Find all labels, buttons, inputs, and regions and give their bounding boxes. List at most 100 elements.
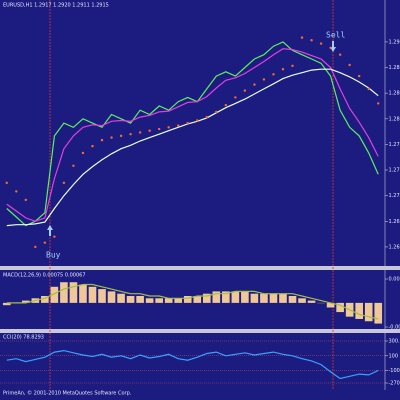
- y-tick-label: 1.2840: [389, 91, 400, 97]
- histogram-bar: [212, 291, 221, 303]
- histogram-bar: [60, 282, 68, 303]
- histogram-bar: [374, 302, 383, 324]
- histogram-bar: [174, 298, 183, 303]
- y-tick-label: 300.675: [389, 339, 400, 345]
- sar-dot: [291, 64, 294, 68]
- histogram-bar: [22, 300, 30, 303]
- sar-dot: [62, 181, 66, 185]
- histogram-bar: [50, 286, 59, 303]
- histogram-bar: [183, 295, 192, 303]
- histogram-bar: [155, 298, 163, 303]
- sar-dot: [329, 46, 332, 50]
- sar-dot: [281, 68, 285, 71]
- series-line: [6, 68, 379, 227]
- histogram-bar: [107, 291, 116, 303]
- y-tick-label: -100: [389, 368, 400, 374]
- series-line: [6, 41, 379, 227]
- histogram-bar: [250, 293, 259, 303]
- sar-dot: [43, 241, 47, 244]
- histogram-bar: [269, 293, 278, 303]
- sar-dot: [357, 74, 361, 78]
- histogram-bar: [2, 302, 11, 306]
- y-tick-label: 1.2720: [389, 193, 400, 199]
- histogram-bar: [69, 282, 78, 303]
- histogram-bar: [355, 302, 363, 319]
- histogram-bar: [164, 298, 173, 303]
- series-line: [6, 48, 379, 222]
- sar-dot: [167, 126, 170, 129]
- histogram-bar: [145, 298, 154, 303]
- sar-dot: [300, 36, 304, 39]
- y-tick-label: 1.2870: [389, 65, 400, 71]
- sar-dot: [177, 124, 180, 127]
- sar-dot: [119, 134, 123, 138]
- sar-dot: [338, 53, 342, 56]
- histogram-bar: [193, 295, 202, 303]
- y-tick-label: 1.2690: [389, 219, 400, 225]
- sar-dot: [129, 132, 132, 136]
- series-line: [6, 283, 379, 320]
- sar-dot: [205, 115, 208, 119]
- annotation: Sell: [326, 31, 345, 40]
- histogram-bar: [41, 295, 49, 303]
- sar-dot: [319, 42, 323, 45]
- sar-dot: [53, 235, 56, 238]
- y-tick-label: 1.2660: [389, 244, 400, 250]
- y-tick-label: 1.2810: [389, 116, 400, 122]
- histogram-bar: [307, 300, 316, 303]
- histogram-bar: [260, 293, 268, 303]
- panel-separator: [0, 266, 400, 270]
- sar-dot: [272, 73, 275, 76]
- sar-dot: [100, 138, 104, 142]
- histogram-bar: [364, 302, 373, 322]
- sar-dot: [215, 110, 218, 114]
- histogram-bar: [336, 302, 344, 313]
- sar-dot: [157, 127, 161, 131]
- sar-dot: [110, 136, 113, 139]
- histogram-bar: [136, 295, 144, 303]
- panel-separator: [0, 329, 400, 333]
- sar-dot: [81, 151, 85, 155]
- sar-dot: [24, 198, 28, 202]
- sar-dot: [15, 190, 18, 193]
- sar-dot: [72, 164, 75, 167]
- histogram-bar: [222, 291, 230, 303]
- sell-arrow: [330, 41, 336, 52]
- y-tick-label: 1.2900: [389, 39, 400, 45]
- y-tick-label: 1.2780: [389, 142, 400, 148]
- sar-dot: [234, 96, 237, 99]
- sar-dot: [348, 63, 351, 67]
- sar-dot: [138, 131, 142, 134]
- histogram-bar: [79, 284, 87, 303]
- sar-dot: [253, 83, 256, 86]
- histogram-bar: [279, 293, 287, 303]
- sar-dot: [196, 119, 199, 122]
- sar-dot: [377, 102, 380, 105]
- annotation: Buy: [46, 251, 61, 260]
- y-tick-label: 0.00104: [389, 277, 400, 283]
- sar-dot: [148, 129, 151, 132]
- histogram-bar: [202, 293, 211, 303]
- histogram-bar: [288, 295, 297, 303]
- histogram-bar: [88, 286, 97, 303]
- buy-arrow: [47, 225, 53, 236]
- y-tick-label: -270.62: [389, 381, 400, 387]
- histogram-bar: [117, 293, 125, 303]
- histogram-bar: [241, 291, 249, 303]
- chart-title: EURUSD,H1 1.2917 1.2920 1.2911 1.2915: [3, 3, 109, 9]
- histogram-bar: [98, 289, 106, 303]
- sar-dot: [91, 144, 94, 148]
- sar-dot: [224, 103, 228, 107]
- y-tick-label: -0.00105: [389, 325, 400, 331]
- sar-dot: [310, 38, 313, 42]
- sar-dot: [34, 245, 37, 249]
- histogram-bar: [231, 291, 240, 303]
- footer: PrimeAn, © 2001-2010 MetaQuotes Software…: [3, 390, 132, 397]
- chart-title: CCI(20) 78.8293: [3, 335, 44, 341]
- histogram-bar: [326, 302, 335, 308]
- sar-dot: [5, 181, 8, 185]
- y-tick-label: 1.2750: [389, 168, 400, 174]
- series-line: [6, 349, 379, 380]
- sar-dot: [262, 78, 266, 81]
